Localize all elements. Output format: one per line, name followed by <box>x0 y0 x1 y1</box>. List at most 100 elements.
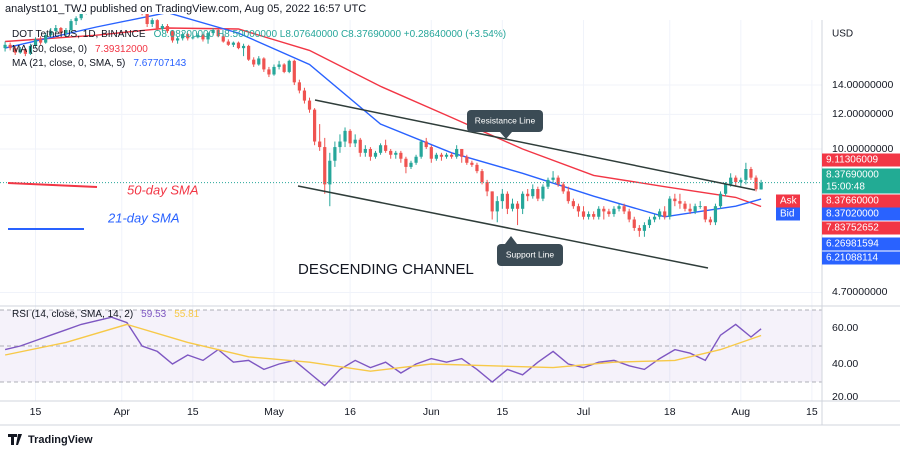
candle-body <box>160 25 164 30</box>
price-badge-tag: Ask <box>780 196 798 207</box>
support-pointer <box>505 236 517 244</box>
candle-body <box>33 39 38 46</box>
price-badge <box>822 251 900 265</box>
series-line <box>4 323 762 372</box>
y-tick-label: 12.00000000 <box>832 108 893 120</box>
candle-body <box>693 206 697 212</box>
sma50-sample <box>7 182 98 188</box>
candle-body <box>333 147 337 161</box>
candle-body <box>475 164 479 172</box>
candle-body <box>642 225 647 231</box>
candle-body <box>561 184 565 192</box>
candle-body <box>292 60 296 83</box>
candle-body <box>302 90 307 101</box>
series-line <box>4 316 762 387</box>
candle-body <box>729 177 733 185</box>
candle-body <box>44 35 48 43</box>
rsi-legend: RSI (14, close, SMA, 14, 2) 59.53 55.81 <box>12 309 200 320</box>
symbol-line: DOT TetherUS, 1D, BINANCE O8.08200000 H8.… <box>12 29 506 40</box>
candle-body <box>531 189 535 197</box>
candle-body <box>231 42 236 45</box>
candle-body <box>282 64 286 72</box>
candle-body <box>323 147 327 185</box>
candle-body <box>485 182 489 192</box>
price-badge-label: 8.37690000 <box>826 170 879 181</box>
x-tick-label: 18 <box>664 406 676 418</box>
candle-body <box>698 206 702 208</box>
candle-body <box>384 145 388 151</box>
candle-body <box>312 109 317 142</box>
candle-body <box>449 154 454 157</box>
candle-body <box>749 169 753 178</box>
candle-body <box>612 208 616 215</box>
candle-body <box>490 191 494 212</box>
candle-body <box>607 211 611 215</box>
candle-body <box>759 182 763 190</box>
ma21-name: MA (21, close, 0, SMA, 5) <box>12 58 125 69</box>
candle-body <box>627 211 631 220</box>
x-tick-label: Aug <box>731 406 750 418</box>
candle-body <box>536 189 540 199</box>
y-tick-label: 10.00000000 <box>832 143 893 155</box>
series-line <box>4 14 762 218</box>
candle-body <box>297 82 301 91</box>
candle-body <box>434 154 438 159</box>
symbol: DOT TetherUS, 1D, BINANCE <box>12 29 146 40</box>
candle-body <box>480 171 484 183</box>
price-badge <box>822 153 900 167</box>
candle-body <box>419 141 423 157</box>
price-badge <box>822 207 900 221</box>
candle-body <box>647 219 652 226</box>
candle-body <box>399 152 403 159</box>
candle-body <box>28 45 33 54</box>
rsi-ma-value: 55.81 <box>174 309 199 320</box>
price-badge <box>822 221 900 235</box>
y-tick-label: 14.00000000 <box>832 79 893 91</box>
candle-body <box>566 191 570 202</box>
x-tick-label: 16 <box>344 406 356 418</box>
candle-body <box>343 130 347 142</box>
candle-body <box>495 201 499 212</box>
candle-body <box>13 48 17 53</box>
candle-body <box>409 162 413 167</box>
candle-body <box>597 208 601 217</box>
candle-body <box>470 162 474 165</box>
sma21-text: 21-day SMA <box>107 210 180 225</box>
candle-body <box>744 169 748 180</box>
price-badge-tag: Bid <box>780 209 794 220</box>
y-tick-label: 4.70000000 <box>832 286 888 298</box>
candle-body <box>632 219 636 228</box>
candle-body <box>8 44 12 49</box>
candle-body <box>267 69 271 75</box>
candle-body <box>460 148 464 157</box>
price-badge-sub: 15:00:48 <box>826 182 865 193</box>
candle-body <box>718 193 723 207</box>
candle-body <box>358 139 362 153</box>
channel-text: DESCENDING CHANNEL <box>298 261 474 278</box>
rsi-tick-label: 60.00 <box>832 322 858 334</box>
candle-body <box>526 193 530 197</box>
candle-body <box>186 34 190 39</box>
candle-body <box>658 211 662 217</box>
x-tick-label: 15 <box>187 406 199 418</box>
candle-body <box>688 208 692 212</box>
candle-body <box>191 37 195 39</box>
candle-body <box>668 198 672 217</box>
sma50-text: 50-day SMA <box>127 182 199 197</box>
resistance-badge <box>467 110 543 132</box>
price-badge <box>822 237 900 251</box>
price-badge-label: 8.37660000 <box>826 196 879 207</box>
rsi-tick-label: 20.00 <box>832 391 858 403</box>
grid <box>0 20 822 401</box>
rsi-value: 59.53 <box>141 309 166 320</box>
candle-body <box>353 139 357 144</box>
candle-body <box>145 14 149 25</box>
resistance-text: Resistance Line <box>475 115 536 125</box>
candle-body <box>368 148 373 157</box>
price-badge <box>822 168 900 194</box>
x-tick-label: 15 <box>30 406 42 418</box>
ma50-name: MA (50, close, 0) <box>12 44 87 55</box>
candle-body <box>521 193 525 209</box>
candle-body <box>571 201 575 207</box>
